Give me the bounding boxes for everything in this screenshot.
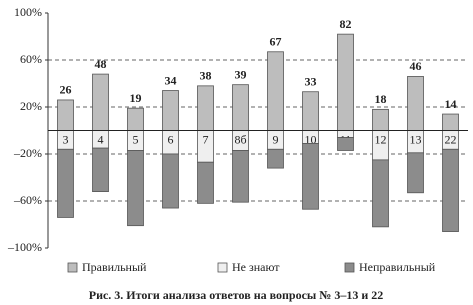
- bar-segment: [372, 108, 389, 131]
- bar-segment: [197, 161, 214, 204]
- bar-segment: [197, 85, 214, 131]
- bar-segment: [162, 90, 179, 131]
- bar-segment: [92, 147, 109, 192]
- bar-segment: [162, 153, 179, 209]
- y-tick-label: –20%: [13, 146, 42, 160]
- value-label: 19: [130, 91, 142, 105]
- value-label: 38: [200, 69, 212, 83]
- value-label: 14: [445, 97, 457, 111]
- bar-segment: [232, 84, 249, 131]
- category-label: 5: [133, 132, 139, 146]
- value-label: 82: [340, 17, 352, 31]
- y-tick-label: 60%: [20, 52, 42, 66]
- bar-segment: [337, 33, 354, 131]
- category-label: 10: [305, 132, 317, 146]
- category-label: 12: [375, 132, 387, 146]
- bar-segment: [442, 148, 459, 232]
- bar-segment: [302, 143, 319, 210]
- y-tick-label: –100%: [7, 240, 42, 254]
- bar-segment: [127, 150, 144, 227]
- y-tick-label: –60%: [13, 193, 42, 207]
- category-label: 22: [445, 132, 457, 146]
- bar-segment: [407, 152, 424, 194]
- bar-segment: [372, 159, 389, 228]
- legend-swatch: [217, 262, 228, 273]
- category-label: 6: [168, 132, 174, 146]
- value-label: 39: [235, 67, 247, 81]
- bar-segment: [57, 99, 74, 131]
- value-label: 48: [95, 57, 107, 71]
- value-label: 26: [60, 83, 72, 97]
- legend-swatch: [344, 262, 355, 273]
- legend-label: Неправильный: [359, 260, 436, 274]
- category-label: 13: [410, 132, 422, 146]
- bar-segment: [92, 73, 109, 131]
- category-label: 4: [98, 132, 104, 146]
- legend-swatch: [67, 262, 78, 273]
- bar-segment: [127, 107, 144, 131]
- bar-segment: [232, 150, 249, 203]
- bar-segment: [337, 137, 354, 151]
- value-label: 33: [305, 74, 317, 88]
- legend-label: Правильный: [82, 260, 147, 274]
- category-label: 7: [203, 132, 209, 146]
- category-label: 3: [63, 132, 69, 146]
- category-label: 8б: [234, 132, 246, 146]
- value-label: 67: [270, 35, 282, 49]
- legend-label: Не знают: [232, 260, 280, 274]
- bar-segment: [407, 76, 424, 131]
- value-label: 34: [165, 73, 177, 87]
- bar-segment: [267, 148, 284, 169]
- bar-segment: [57, 148, 74, 218]
- bar-segment: [442, 113, 459, 131]
- value-label: 46: [410, 59, 422, 73]
- y-tick-label: 20%: [20, 99, 42, 113]
- bar-segment: [302, 91, 319, 131]
- category-label: 9: [273, 132, 279, 146]
- chart-caption: Рис. 3. Итоги анализа ответов на вопросы…: [89, 288, 384, 302]
- bar-segment: [267, 51, 284, 131]
- y-tick-label: 100%: [14, 5, 42, 19]
- value-label: 18: [375, 92, 387, 106]
